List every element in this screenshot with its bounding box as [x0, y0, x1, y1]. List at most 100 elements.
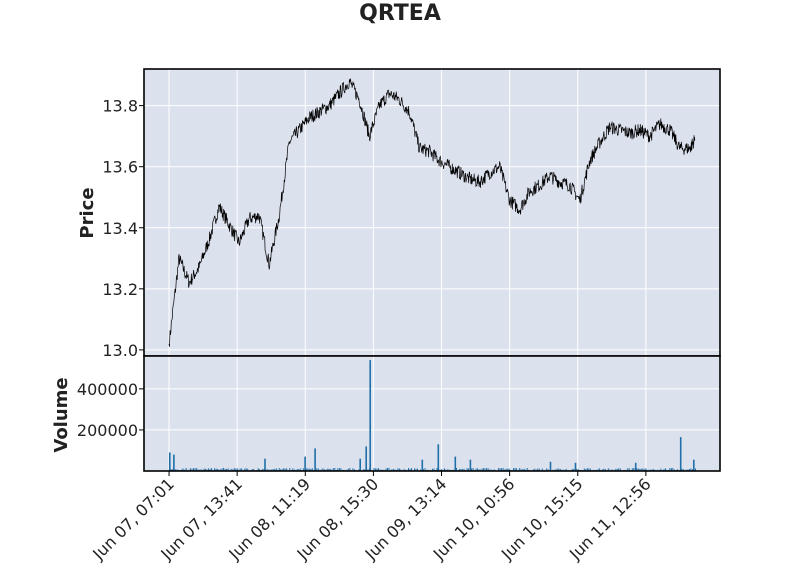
volume-bar	[642, 468, 644, 471]
volume-bar	[403, 468, 405, 471]
volume-bar	[414, 468, 415, 471]
volume-bar	[296, 469, 298, 471]
volume-bar	[424, 468, 426, 471]
volume-bar	[498, 468, 500, 471]
volume-spike	[634, 462, 637, 471]
volume-bar	[468, 468, 470, 471]
volume-bar	[475, 468, 477, 471]
volume-spike	[369, 360, 371, 471]
volume-bar	[690, 468, 692, 471]
volume-bar	[499, 468, 501, 471]
volume-spike	[173, 454, 175, 471]
price-axis: 13.0 13.2 13.4 13.6 13.8	[102, 97, 144, 360]
volume-bar	[415, 468, 417, 471]
volume-bar	[353, 469, 355, 471]
volume-bar	[241, 468, 243, 471]
volume-bar	[392, 469, 394, 471]
volume-bar	[203, 468, 205, 471]
volume-bar	[607, 468, 609, 471]
volume-bar	[209, 469, 211, 471]
volume-bar	[385, 468, 387, 471]
volume-bar	[337, 468, 339, 471]
volume-bar	[205, 468, 207, 471]
volume-bar	[217, 468, 219, 471]
volume-bar	[283, 468, 285, 471]
volume-bar	[559, 468, 561, 471]
volume-bar	[236, 468, 238, 471]
volume-bar	[275, 468, 277, 471]
volume-bar	[274, 469, 276, 471]
volume-bar	[507, 468, 509, 471]
volume-bar	[302, 468, 304, 471]
volume-bar	[305, 468, 307, 471]
volume-bar	[298, 469, 300, 471]
volume-bar	[247, 468, 249, 471]
price-tick-label: 13.6	[102, 158, 138, 177]
volume-bar	[208, 468, 210, 471]
price-tick-label: 13.0	[102, 341, 138, 360]
volume-bar	[616, 468, 618, 471]
chart-title: QRTEA	[359, 1, 441, 26]
volume-bar	[516, 468, 518, 471]
volume-bar	[432, 468, 433, 471]
volume-bar	[329, 468, 331, 471]
volume-bar	[175, 469, 177, 471]
volume-bar	[409, 468, 411, 471]
volume-bar	[471, 468, 473, 471]
price-tick-label: 13.8	[102, 97, 138, 116]
volume-bar	[311, 468, 313, 471]
volume-bar	[558, 468, 560, 471]
volume-spike	[549, 461, 552, 471]
volume-bar	[537, 468, 539, 471]
volume-bar	[223, 467, 225, 471]
volume-bar	[604, 469, 606, 471]
volume-bar	[280, 469, 282, 471]
volume-bar	[631, 468, 633, 471]
volume-bar	[374, 468, 376, 471]
volume-bar	[573, 468, 575, 471]
volume-bar	[520, 469, 522, 471]
volume-bar	[233, 468, 235, 471]
volume-bar	[334, 468, 336, 471]
volume-bar	[681, 468, 683, 471]
volume-bar	[377, 468, 379, 471]
price-tick-label: 13.4	[102, 219, 138, 238]
volume-bar	[388, 467, 390, 471]
volume-bar	[585, 469, 587, 471]
volume-axis: 200000 400000	[77, 380, 144, 440]
volume-bar	[546, 468, 548, 471]
volume-bar	[227, 468, 229, 471]
volume-bar	[262, 468, 264, 471]
volume-bar	[214, 468, 216, 471]
volume-bar	[486, 468, 488, 471]
volume-bar	[278, 468, 280, 471]
volume-bar	[660, 468, 662, 471]
volume-bar	[221, 468, 223, 471]
volume-grid	[144, 356, 720, 471]
volume-bar	[484, 468, 486, 471]
volume-bar	[556, 468, 558, 471]
volume-bar	[220, 469, 222, 471]
volume-bar	[316, 468, 318, 471]
volume-bar	[633, 468, 635, 471]
volume-bar	[307, 468, 309, 471]
volume-axis-label: Volume	[51, 377, 72, 452]
volume-bar	[433, 468, 435, 471]
volume-panel	[144, 356, 720, 471]
volume-bar	[576, 468, 578, 471]
volume-bar	[538, 468, 540, 471]
volume-bar	[326, 468, 328, 471]
volume-bar	[308, 468, 310, 471]
price-grid	[144, 69, 720, 356]
volume-bar	[692, 469, 693, 471]
volume-bar	[317, 468, 319, 471]
volume-spike	[314, 448, 316, 471]
volume-bar	[190, 468, 192, 471]
price-axis-label: Price	[77, 187, 98, 238]
volume-bar	[508, 468, 510, 471]
volume-bar	[193, 468, 195, 471]
volume-bar	[340, 468, 342, 471]
volume-bar	[235, 468, 237, 471]
volume-spike	[469, 459, 472, 471]
